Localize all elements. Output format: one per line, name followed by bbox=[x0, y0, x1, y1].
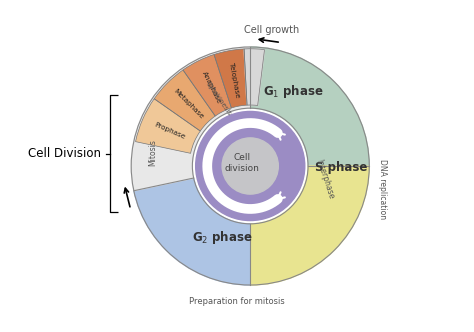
Text: Interphase: Interphase bbox=[314, 158, 335, 200]
Circle shape bbox=[222, 138, 278, 194]
Text: Cell Division: Cell Division bbox=[28, 147, 101, 160]
Wedge shape bbox=[250, 166, 369, 285]
Wedge shape bbox=[183, 54, 231, 116]
Text: G$_2$ phase: G$_2$ phase bbox=[192, 228, 252, 246]
Wedge shape bbox=[214, 49, 247, 108]
Text: Cell growth: Cell growth bbox=[244, 26, 300, 36]
Text: Cell
division: Cell division bbox=[225, 153, 259, 173]
Text: Prophase: Prophase bbox=[154, 122, 186, 140]
Wedge shape bbox=[131, 47, 250, 191]
Text: DNA replication: DNA replication bbox=[377, 159, 386, 219]
Wedge shape bbox=[136, 99, 201, 153]
Text: Metaphase: Metaphase bbox=[172, 88, 204, 120]
Text: Anaphase: Anaphase bbox=[201, 70, 222, 105]
Wedge shape bbox=[196, 112, 305, 220]
Text: G$_1$ phase: G$_1$ phase bbox=[263, 83, 323, 100]
Wedge shape bbox=[244, 49, 264, 106]
Text: Mitosis: Mitosis bbox=[148, 139, 157, 166]
Text: Cytokinesis: Cytokinesis bbox=[205, 80, 233, 116]
Wedge shape bbox=[154, 70, 215, 131]
Wedge shape bbox=[134, 178, 250, 285]
Text: Telophase: Telophase bbox=[228, 62, 240, 98]
Text: Preparation for mitosis: Preparation for mitosis bbox=[189, 296, 285, 305]
Text: S phase: S phase bbox=[315, 161, 367, 174]
Wedge shape bbox=[250, 47, 369, 166]
